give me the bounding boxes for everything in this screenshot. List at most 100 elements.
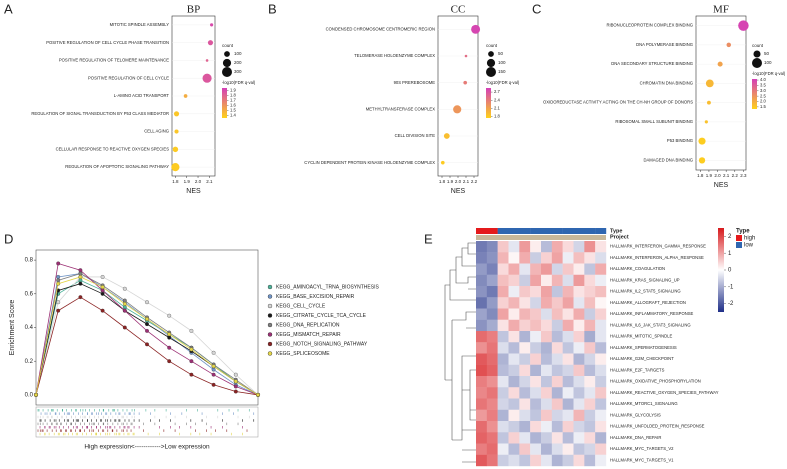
heatmap-cell [551, 252, 563, 264]
legend-swatch [267, 351, 273, 356]
heatmap-cell [486, 252, 498, 264]
panel-title: CC [451, 4, 466, 16]
heatmap-cell [584, 286, 596, 298]
series-point [122, 301, 127, 306]
y-tick-label: 0.4 [25, 325, 34, 331]
series-point [233, 372, 238, 377]
color-legend-label: -1 [728, 284, 734, 290]
heatmap-cell [508, 409, 520, 422]
heatmap-cell [519, 308, 531, 320]
heatmap-cell [530, 274, 542, 287]
heatmap-cell [497, 454, 509, 467]
series-point [233, 389, 238, 394]
heatmap-cell [486, 364, 498, 377]
size-legend-label: 50 [764, 51, 770, 56]
heatmap-cell [519, 331, 531, 343]
heatmap-cell [476, 263, 488, 275]
color-legend-bar [752, 79, 757, 109]
group-legend-label: low [744, 243, 754, 249]
series-point [78, 281, 83, 286]
color-legend-label: 3.0 [760, 88, 766, 93]
heatmap-cell [486, 308, 498, 320]
heatmap-cell [584, 342, 596, 354]
series-point [122, 286, 127, 291]
heatmap-cell [530, 364, 542, 377]
type-annotation [562, 228, 574, 234]
heatmap-cell [497, 342, 509, 354]
panel-letter: D [4, 231, 13, 246]
legend-swatch [267, 303, 273, 309]
color-legend-label: 1.7 [230, 98, 236, 103]
heatmap-cell [508, 387, 520, 399]
heatmap-cell [595, 297, 607, 309]
legend-label: KEGG_MISMATCH_REPAIR [276, 332, 341, 338]
dot [464, 54, 468, 58]
heatmap-cell [508, 297, 520, 309]
heatmap-cell [486, 443, 498, 455]
category-label: TELOMERASE HOLOENZYME COMPLEX [354, 53, 435, 58]
size-legend-dot [486, 67, 496, 77]
heatmap-cell [476, 376, 488, 388]
heatmap-cell [519, 353, 531, 365]
heatmap-cell [584, 308, 596, 320]
series-point [34, 392, 38, 397]
heatmap-cell [595, 252, 607, 264]
heatmap-cell [541, 297, 553, 309]
series-point [56, 261, 61, 266]
legend-swatch [267, 322, 273, 328]
heatmap-cell [584, 443, 596, 455]
panel-letter: C [532, 1, 541, 16]
heatmap-cell [551, 331, 563, 343]
dot [173, 111, 180, 117]
heatmap-cell [486, 241, 498, 253]
x-axis-title: NES [186, 188, 201, 195]
color-legend-label: 1.6 [230, 103, 236, 108]
heatmap-cell [584, 331, 596, 343]
heatmap-cell [551, 241, 563, 253]
dot [704, 120, 708, 124]
row-label: HALLMARK_INTERFERON_ALPHA_RESPONSE [610, 255, 704, 260]
category-label: DAMAGED DNA BINDING [643, 157, 693, 162]
heatmap-cell [519, 241, 531, 253]
row-label: HALLMARK_IL2_STAT5_SIGNALING [610, 289, 681, 294]
category-label: RIBONUCLEOPROTEIN COMPLEX BINDING [606, 23, 693, 28]
heatmap-cell [486, 409, 498, 422]
group-legend-swatch [736, 242, 742, 248]
heatmap-cell [584, 274, 596, 287]
x-tick-label: 2.1 [463, 179, 470, 184]
heatmap-cell [486, 331, 498, 343]
color-legend-label: -2 [728, 301, 734, 307]
dot [698, 157, 706, 164]
heatmap-cell [595, 387, 607, 399]
heatmap-cell [486, 274, 498, 287]
x-tick-label: 2.3 [740, 173, 747, 178]
heatmap-cell [519, 297, 531, 309]
heatmap-cell [573, 331, 585, 343]
legend-label: KEGG_CITRATE_CYCLE_TCA_CYCLE [276, 313, 367, 319]
series-point [256, 392, 260, 397]
dot [183, 94, 188, 98]
x-axis-title: NES [451, 188, 466, 195]
series-point [78, 271, 83, 276]
heatmap-cell [519, 421, 531, 433]
x-tick-label: 2.2 [471, 179, 478, 184]
dot [471, 24, 481, 34]
heatmap-cell [530, 241, 542, 253]
heatmap-cell [530, 443, 542, 455]
series-point [122, 305, 127, 310]
heatmap-cell [541, 376, 553, 388]
heatmap-cell [595, 443, 607, 455]
legend-swatch [267, 341, 273, 347]
heatmap-cell [519, 376, 531, 388]
series-line [35, 273, 259, 396]
type-annotation [584, 228, 596, 234]
heatmap-cell [562, 432, 574, 444]
heatmap-cell [551, 409, 563, 422]
heatmap-cell [519, 387, 531, 399]
series-point [145, 328, 149, 333]
heatmap-cell [541, 421, 553, 433]
size-legend-title: count [222, 43, 234, 48]
heatmap-cell [497, 376, 509, 388]
heatmap-cell [584, 297, 596, 309]
